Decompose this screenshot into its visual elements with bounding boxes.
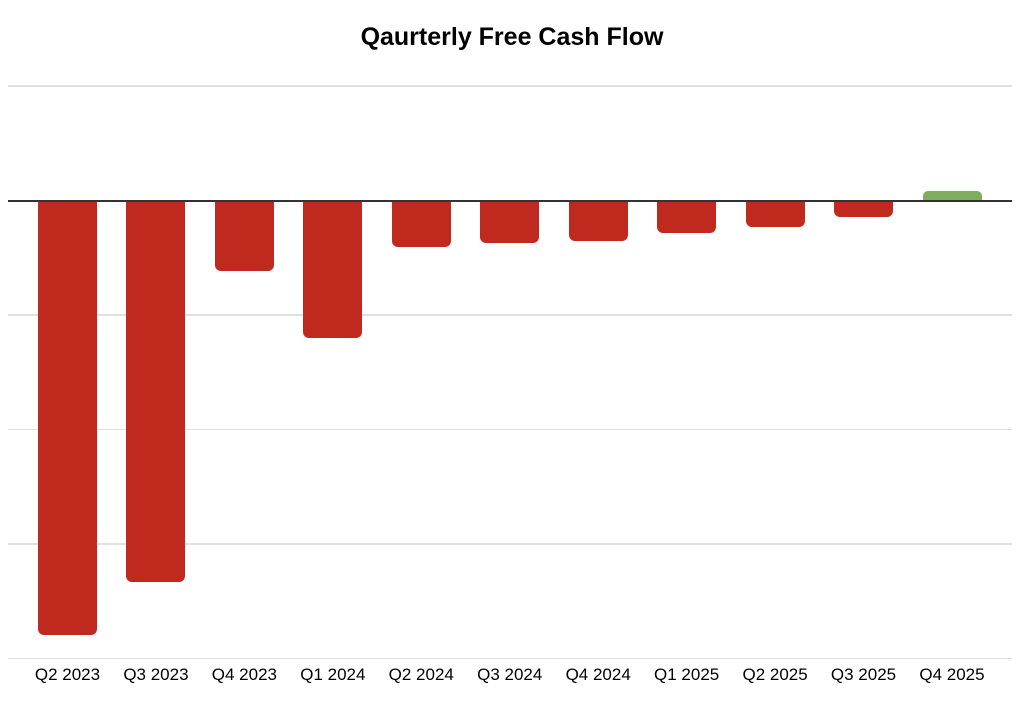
bar-q3-2024	[480, 200, 540, 243]
x-axis-label-q1-2025: Q1 2025	[654, 665, 720, 684]
bar-q4-2024	[568, 200, 628, 241]
x-axis-label-q4-2024: Q4 2024	[565, 665, 631, 684]
chart-title: Qaurterly Free Cash Flow	[360, 23, 664, 51]
x-axis-label-q1-2024: Q1 2024	[300, 665, 366, 684]
bar-q2-2025	[745, 200, 805, 227]
gridline	[8, 428, 1012, 431]
x-axis-label-q4-2023: Q4 2023	[211, 665, 277, 684]
gridline	[8, 314, 1012, 316]
bar-q4-2023	[214, 200, 274, 272]
bar-q2-2023	[38, 200, 97, 636]
bar-q2-2024	[391, 200, 451, 248]
zero-axis-line	[8, 199, 1012, 202]
gridline	[8, 85, 1012, 87]
x-axis-label-q3-2023: Q3 2023	[123, 665, 189, 684]
x-axis-label-q3-2025: Q3 2025	[830, 665, 897, 684]
x-axis-label-q3-2024: Q3 2024	[477, 665, 543, 684]
gridline	[8, 543, 1012, 545]
bar-q4-2025	[922, 191, 982, 201]
bar-q3-2023	[126, 200, 186, 582]
x-axis-label-q4-2025: Q4 2025	[919, 665, 985, 684]
gridline	[8, 657, 1012, 660]
bar-q3-2025	[834, 200, 894, 217]
x-axis-label-q2-2023: Q2 2023	[34, 665, 101, 684]
x-axis-label-q2-2024: Q2 2024	[388, 665, 454, 684]
x-axis-label-q2-2025: Q2 2025	[742, 665, 808, 684]
bar-q1-2024	[303, 200, 363, 338]
bar-q1-2025	[657, 200, 717, 233]
